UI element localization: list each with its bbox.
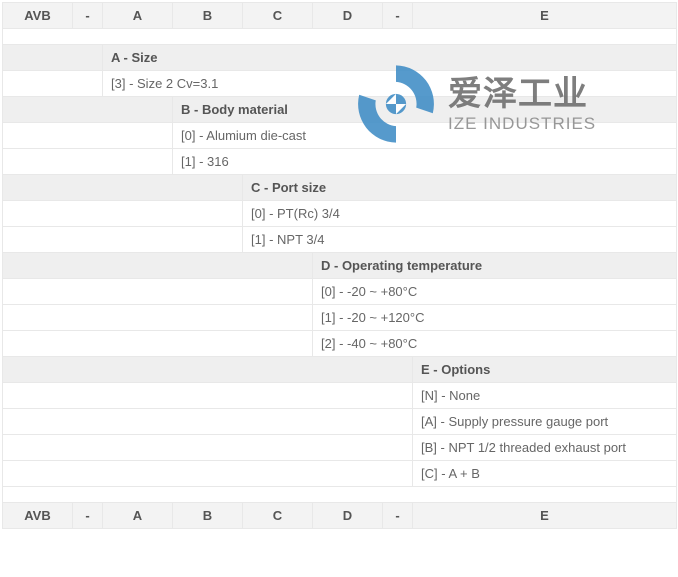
footer-cell-a: A [103, 503, 173, 529]
header-cell-c: C [243, 3, 313, 29]
section-e-item: [N] - None [3, 383, 677, 409]
footer-cell-avb: AVB [3, 503, 73, 529]
section-e-item-0: [N] - None [413, 383, 677, 409]
header-cell-e: E [413, 3, 677, 29]
section-d-item-2: [2] - -40 ~ +80°C [313, 331, 677, 357]
footer-cell-b: B [173, 503, 243, 529]
section-e-item: [B] - NPT 1/2 threaded exhaust port [3, 435, 677, 461]
section-b-item: [0] - Alumium die-cast [3, 123, 677, 149]
footer-cell-dash1: - [73, 503, 103, 529]
footer-cell-e: E [413, 503, 677, 529]
section-b-item-1: [1] - 316 [173, 149, 677, 175]
header-cell-b: B [173, 3, 243, 29]
section-e-item-2: [B] - NPT 1/2 threaded exhaust port [413, 435, 677, 461]
footer-row: AVB - A B C D - E [3, 503, 677, 529]
section-c-item: [1] - NPT 3/4 [3, 227, 677, 253]
section-c-item-1: [1] - NPT 3/4 [243, 227, 677, 253]
section-e-header: E - Options [3, 357, 677, 383]
section-d-item: [2] - -40 ~ +80°C [3, 331, 677, 357]
section-d-item-1: [1] - -20 ~ +120°C [313, 305, 677, 331]
footer-cell-c: C [243, 503, 313, 529]
header-cell-avb: AVB [3, 3, 73, 29]
footer-cell-dash2: - [383, 503, 413, 529]
section-b-item-0: [0] - Alumium die-cast [173, 123, 677, 149]
header-cell-a: A [103, 3, 173, 29]
header-cell-d: D [313, 3, 383, 29]
section-c-header: C - Port size [3, 175, 677, 201]
section-e-item: [C] - A + B [3, 461, 677, 487]
footer-cell-d: D [313, 503, 383, 529]
section-d-header: D - Operating temperature [3, 253, 677, 279]
section-e-item: [A] - Supply pressure gauge port [3, 409, 677, 435]
header-cell-dash1: - [73, 3, 103, 29]
section-b-item: [1] - 316 [3, 149, 677, 175]
section-d-title: D - Operating temperature [313, 253, 677, 279]
section-e-title: E - Options [413, 357, 677, 383]
section-c-item: [0] - PT(Rc) 3/4 [3, 201, 677, 227]
section-a-item-0: [3] - Size 2 Cv=3.1 [103, 71, 677, 97]
section-d-item: [0] - -20 ~ +80°C [3, 279, 677, 305]
section-a-item: [3] - Size 2 Cv=3.1 [3, 71, 677, 97]
section-d-item-0: [0] - -20 ~ +80°C [313, 279, 677, 305]
section-c-title: C - Port size [243, 175, 677, 201]
section-b-header: B - Body material [3, 97, 677, 123]
section-d-item: [1] - -20 ~ +120°C [3, 305, 677, 331]
section-a-title: A - Size [103, 45, 677, 71]
section-e-item-3: [C] - A + B [413, 461, 677, 487]
header-row: AVB - A B C D - E [3, 3, 677, 29]
section-b-title: B - Body material [173, 97, 677, 123]
spacer-row [3, 29, 677, 45]
header-cell-dash2: - [383, 3, 413, 29]
ordering-code-table: AVB - A B C D - E A - Size [3] - Size 2 … [2, 2, 677, 529]
spacer-row [3, 487, 677, 503]
section-a-header: A - Size [3, 45, 677, 71]
section-c-item-0: [0] - PT(Rc) 3/4 [243, 201, 677, 227]
section-e-item-1: [A] - Supply pressure gauge port [413, 409, 677, 435]
